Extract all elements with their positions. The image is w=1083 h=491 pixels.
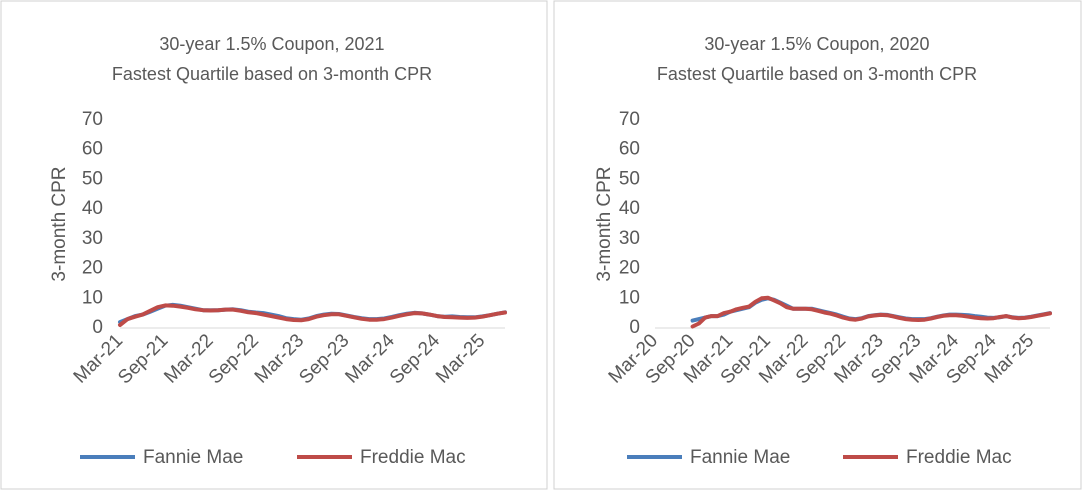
y-tick-label: 30 (619, 228, 640, 249)
y-tick-label: 10 (619, 287, 640, 308)
y-tick-label: 10 (82, 287, 103, 308)
y-axis-label: 3-month CPR (594, 166, 615, 281)
y-tick-label: 70 (619, 109, 640, 130)
y-tick-label: 40 (82, 198, 103, 219)
y-tick-label: 0 (92, 317, 103, 338)
panel-frame (553, 0, 1082, 490)
y-tick-label: 50 (82, 168, 103, 189)
y-tick-label: 60 (619, 139, 640, 160)
y-tick-label: 40 (619, 198, 640, 219)
y-tick-label: 20 (619, 258, 640, 279)
legend-label: Freddie Mac (906, 447, 1012, 468)
series-line (118, 303, 507, 327)
y-tick-label: 60 (82, 139, 103, 160)
y-axis-label: 3-month CPR (49, 166, 70, 281)
y-tick-label: 0 (629, 317, 640, 338)
y-tick-label: 50 (619, 168, 640, 189)
y-tick-label: 70 (82, 109, 103, 130)
series-line (690, 295, 1052, 329)
chart-title: 30-year 1.5% Coupon, 2020 (704, 34, 929, 54)
legend-label: Fannie Mae (143, 447, 243, 468)
chart-title: 30-year 1.5% Coupon, 2021 (159, 34, 384, 54)
legend-label: Fannie Mae (690, 447, 790, 468)
chart-subtitle: Fastest Quartile based on 3-month CPR (112, 64, 432, 84)
panel-frame (0, 0, 548, 490)
chart-subtitle: Fastest Quartile based on 3-month CPR (657, 64, 977, 84)
legend-label: Freddie Mac (360, 447, 466, 468)
y-tick-label: 20 (82, 258, 103, 279)
y-tick-label: 30 (82, 228, 103, 249)
